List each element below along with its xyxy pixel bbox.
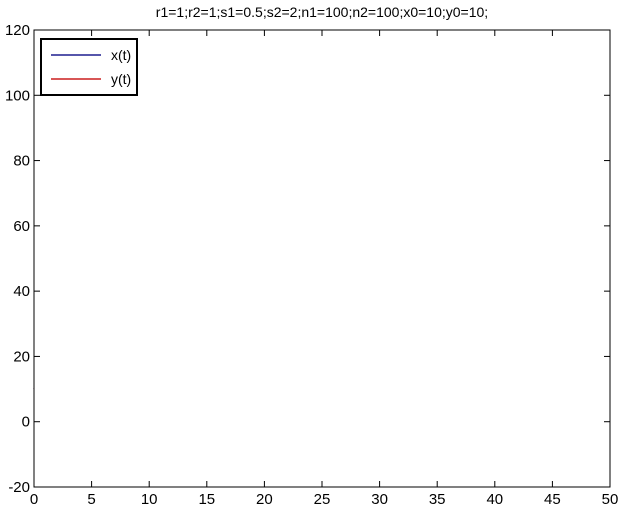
x-tick-label: 30 xyxy=(371,491,388,508)
y-tick-label: 0 xyxy=(22,414,30,431)
legend-box xyxy=(40,38,138,96)
x-tick-label: 25 xyxy=(314,491,331,508)
y-tick-label: 120 xyxy=(5,22,30,39)
y-tick-label: 100 xyxy=(5,87,30,104)
x-tick-label: 35 xyxy=(429,491,446,508)
x-tick-label: 0 xyxy=(30,491,38,508)
plot-frame xyxy=(33,29,611,488)
y-tick-label: -20 xyxy=(8,479,30,496)
x-tick-label: 10 xyxy=(141,491,158,508)
x-tick-label: 45 xyxy=(544,491,561,508)
y-tick-label: 80 xyxy=(13,153,30,170)
y-tick-label: 40 xyxy=(13,283,30,300)
x-tick-label: 50 xyxy=(602,491,619,508)
x-tick-label: 20 xyxy=(256,491,273,508)
y-tick-label: 20 xyxy=(13,348,30,365)
legend-label: x(t) xyxy=(111,47,131,63)
x-tick-label: 40 xyxy=(486,491,503,508)
legend-label: y(t) xyxy=(111,71,131,87)
x-tick-label: 5 xyxy=(87,491,95,508)
x-tick-label: 15 xyxy=(198,491,215,508)
y-tick-label: 60 xyxy=(13,218,30,235)
legend: x(t) y(t) xyxy=(40,38,138,96)
chart-title: r1=1;r2=1;s1=0.5;s2=2;n1=100;n2=100;x0=1… xyxy=(156,4,488,20)
